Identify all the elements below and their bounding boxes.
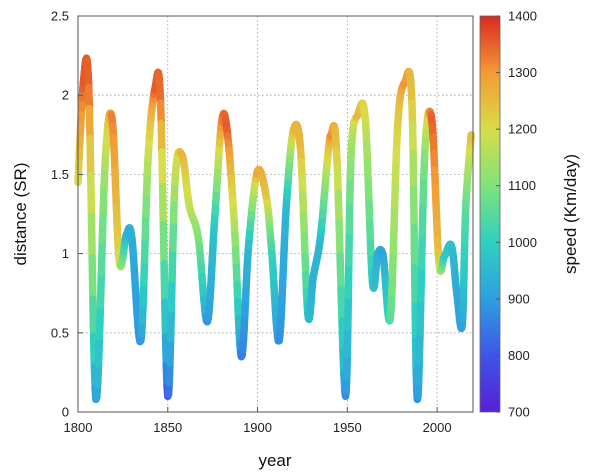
trajectory-segment bbox=[169, 194, 178, 225]
trajectory-segment bbox=[167, 274, 176, 313]
x-axis-title: year bbox=[258, 451, 291, 470]
trajectory-segment bbox=[161, 333, 171, 370]
trajectory-segment bbox=[338, 317, 347, 355]
colorbar-tick-label: 1100 bbox=[508, 178, 536, 193]
trajectory-segment bbox=[416, 296, 425, 336]
trajectory-segment bbox=[419, 173, 428, 207]
trajectory-segment bbox=[417, 262, 426, 304]
trajectory-segment bbox=[98, 206, 107, 244]
trajectory-segment bbox=[141, 210, 150, 241]
trajectory-segment bbox=[343, 322, 352, 359]
colorbar-tick-label: 1200 bbox=[508, 122, 537, 137]
trajectory-segment bbox=[410, 223, 419, 272]
trajectory-segment bbox=[346, 172, 355, 206]
x-tick-label: 2000 bbox=[423, 420, 452, 435]
y-tick-label: 1 bbox=[62, 246, 69, 261]
colorbar bbox=[479, 15, 501, 413]
x-tick-label: 1900 bbox=[243, 420, 272, 435]
trajectory-segment bbox=[390, 200, 399, 233]
trajectory-segment bbox=[89, 332, 99, 371]
trajectory-segment bbox=[158, 182, 168, 229]
plot-frame bbox=[77, 15, 474, 413]
trajectory-segment bbox=[160, 260, 169, 306]
trajectory-segment bbox=[345, 197, 354, 235]
colorbar-tick-label: 1400 bbox=[508, 9, 537, 24]
trajectory-segment bbox=[333, 164, 342, 197]
trajectory-segment bbox=[409, 149, 418, 193]
trajectory-segment bbox=[389, 224, 398, 256]
x-tick-label: 1850 bbox=[153, 420, 182, 435]
trajectory-segment bbox=[169, 217, 178, 253]
y-tick-label: 2 bbox=[62, 88, 69, 103]
trajectory-segment bbox=[159, 220, 168, 268]
trajectory-segment bbox=[85, 104, 94, 143]
trajectory-segment bbox=[157, 119, 166, 156]
x-tick-label: 1950 bbox=[333, 420, 362, 435]
trajectory-segment bbox=[99, 180, 108, 214]
trajectory-segment bbox=[337, 285, 346, 326]
trajectory-segment bbox=[166, 305, 176, 342]
colorbar-tick-label: 1300 bbox=[508, 65, 537, 80]
trajectory-segment bbox=[97, 236, 107, 277]
trajectory-segment bbox=[335, 218, 344, 260]
trajectory-series bbox=[74, 54, 475, 404]
colorbar-ticks: 700 800 900 1000 1100 1200 1300 1400 bbox=[496, 9, 537, 420]
trajectory-segment bbox=[95, 301, 105, 341]
trajectory-segment bbox=[336, 251, 345, 293]
trajectory-segment bbox=[88, 254, 97, 303]
trajectory-segment bbox=[166, 334, 175, 368]
trajectory-segment bbox=[417, 229, 427, 270]
trajectory-segment bbox=[334, 189, 343, 227]
trajectory-segment bbox=[408, 120, 417, 158]
trajectory-segment bbox=[390, 177, 400, 209]
trajectory-segment bbox=[161, 298, 170, 341]
trajectory-segment bbox=[140, 256, 149, 287]
trajectory-segment bbox=[96, 268, 106, 310]
axes: 1800 1850 1900 1950 2000 0 0.5 1 1.5 2 2.5 bbox=[51, 9, 452, 436]
trajectory-segment bbox=[87, 212, 96, 262]
y-tick-label: 0 bbox=[62, 405, 69, 420]
y-tick-label: 2.5 bbox=[51, 9, 69, 24]
y-axis-title: distance (SR) bbox=[11, 163, 30, 266]
trajectory-segment bbox=[140, 233, 149, 265]
trajectory-segment bbox=[158, 148, 167, 191]
colorbar-tick-label: 900 bbox=[508, 291, 530, 306]
trajectory-segment bbox=[89, 295, 98, 340]
trajectory-segment bbox=[415, 328, 424, 364]
trajectory-segment bbox=[168, 244, 177, 283]
colorbar-tick-label: 700 bbox=[508, 405, 530, 420]
trajectory-segment bbox=[409, 184, 418, 232]
trajectory-segment bbox=[94, 332, 104, 368]
trajectory-segment bbox=[86, 171, 96, 220]
y-tick-label: 1.5 bbox=[51, 167, 69, 182]
colorbar-title: speed (Km/day) bbox=[561, 154, 580, 274]
y-tick-label: 0.5 bbox=[51, 325, 69, 340]
trajectory-segment bbox=[411, 302, 420, 345]
trajectory-segment bbox=[86, 134, 95, 180]
colorbar-tick-label: 800 bbox=[508, 348, 530, 363]
colorbar-tick-label: 1000 bbox=[508, 235, 537, 250]
trajectory-segment bbox=[418, 198, 427, 237]
x-tick-label: 1800 bbox=[64, 420, 93, 435]
